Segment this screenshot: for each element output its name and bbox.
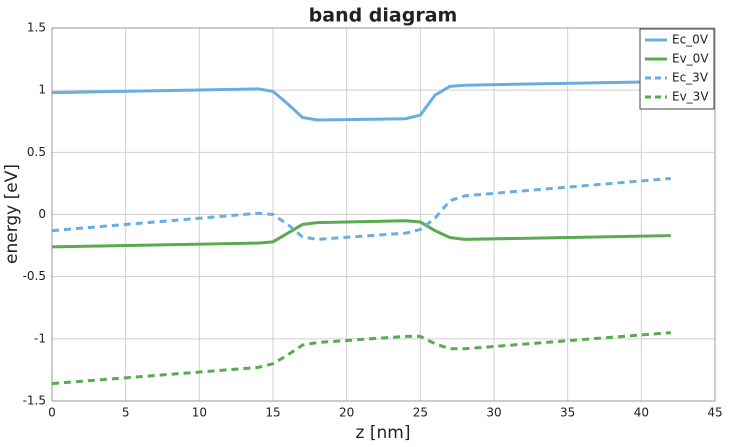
y-tick-label: 1 [38, 83, 46, 97]
y-tick-label: -1.5 [23, 394, 46, 408]
series-line [51, 219, 671, 249]
x-tick-label: 15 [265, 406, 280, 420]
y-tick-label: -0.5 [23, 269, 46, 283]
y-tick-label: -1 [34, 331, 46, 345]
y-tick-label: 0.5 [27, 145, 46, 159]
x-tick-label: 35 [560, 406, 575, 420]
y-axis-label: energy [eV] [2, 164, 22, 264]
legend-label: Ec_0V [672, 33, 709, 47]
x-tick-label: 45 [707, 406, 722, 420]
legend-label: Ev_0V [672, 52, 709, 66]
x-tick-label: 25 [413, 406, 428, 420]
legend-label: Ec_3V [672, 71, 709, 85]
x-tick-label: 5 [122, 406, 130, 420]
x-tick-label: 30 [486, 406, 501, 420]
series-line [51, 331, 671, 386]
x-axis-label: z [nm] [356, 423, 411, 443]
y-tick-label: 1.5 [27, 21, 46, 35]
chart-title: band diagram [309, 5, 458, 27]
legend-label: Ev_3V [672, 90, 709, 104]
series-line [51, 79, 671, 122]
series-line [51, 176, 671, 241]
x-tick-label: 20 [339, 406, 354, 420]
plot-frame [51, 27, 716, 402]
x-tick-label: 40 [634, 406, 649, 420]
legend-box [639, 28, 715, 110]
x-tick-label: 0 [48, 406, 56, 420]
x-tick-label: 10 [192, 406, 207, 420]
y-tick-label: 0 [38, 207, 46, 221]
